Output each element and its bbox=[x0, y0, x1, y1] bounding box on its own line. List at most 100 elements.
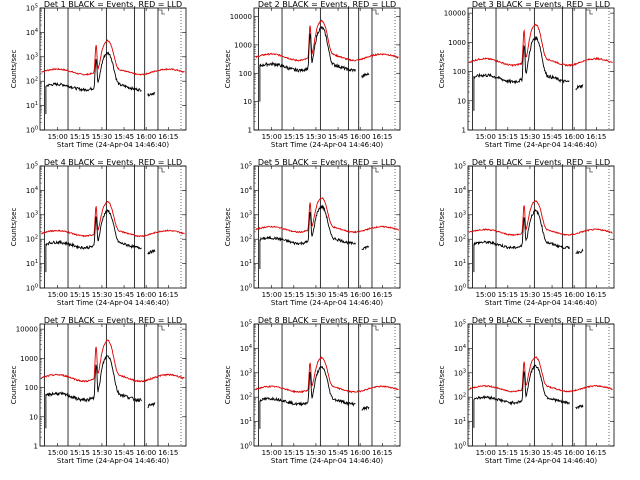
x-tick-label: 15:45 bbox=[328, 133, 348, 141]
x-tick-label: 15:45 bbox=[542, 291, 562, 299]
events-series-line bbox=[45, 51, 142, 115]
y-tick-label: 102 bbox=[454, 393, 466, 402]
events-series-tail bbox=[361, 245, 370, 251]
plot-frame bbox=[253, 7, 401, 131]
panel-title: Det 9 BLACK = Events, RED = LLD bbox=[472, 316, 610, 325]
x-tick-label: 15:00 bbox=[262, 291, 282, 299]
lld-series-line bbox=[255, 197, 399, 234]
x-tick-label: 16:00 bbox=[564, 449, 584, 457]
marker-bracket bbox=[585, 167, 593, 173]
y-tick-label: 105 bbox=[26, 162, 38, 171]
x-tick-label: 15:30 bbox=[306, 449, 326, 457]
y-tick-label: 105 bbox=[240, 320, 252, 329]
x-tick-label: 15:00 bbox=[48, 291, 68, 299]
x-tick-label: 16:00 bbox=[564, 291, 584, 299]
x-tick-label: 15:30 bbox=[92, 449, 112, 457]
x-axis-label: Start Time (24-Apr-04 14:46:40) bbox=[57, 141, 169, 149]
marker-bracket bbox=[371, 325, 379, 331]
panel-title: Det 7 BLACK = Events, RED = LLD bbox=[44, 316, 182, 325]
events-series-tail bbox=[147, 91, 156, 97]
y-axis-label: Counts/sec bbox=[224, 208, 232, 247]
x-tick-label: 15:45 bbox=[542, 449, 562, 457]
lld-series-line bbox=[469, 356, 613, 393]
y-tick-label: 103 bbox=[240, 210, 252, 219]
x-tick-label: 15:30 bbox=[306, 291, 326, 299]
y-tick-label: 101 bbox=[240, 417, 252, 426]
x-tick-label: 16:00 bbox=[136, 133, 156, 141]
plot-frame bbox=[39, 323, 187, 447]
x-tick-label: 15:15 bbox=[498, 133, 518, 141]
lld-series-line bbox=[41, 39, 185, 76]
x-tick-label: 16:15 bbox=[372, 449, 392, 457]
y-axis-label: Counts/sec bbox=[10, 50, 18, 89]
y-tick-label: 103 bbox=[26, 52, 38, 61]
detector-panel-5: Det 5 BLACK = Events, RED = LLD 15:00 15:1… bbox=[224, 158, 401, 307]
x-tick-label: 15:30 bbox=[520, 133, 540, 141]
y-tick-label: 100 bbox=[26, 284, 38, 293]
x-tick-label: 15:00 bbox=[476, 133, 496, 141]
marker-bracket bbox=[157, 167, 165, 173]
plot-frame bbox=[467, 323, 615, 447]
x-tick-label: 16:15 bbox=[586, 133, 606, 141]
x-tick-label: 15:00 bbox=[262, 449, 282, 457]
x-tick-label: 15:00 bbox=[476, 449, 496, 457]
y-tick-label: 10 bbox=[243, 98, 252, 106]
y-tick-label: 100 bbox=[240, 284, 252, 293]
detector-panel-7: Det 7 BLACK = Events, RED = LLD 15:00 15:1… bbox=[10, 316, 187, 465]
y-tick-label: 101 bbox=[240, 259, 252, 268]
marker-bracket bbox=[371, 167, 379, 173]
detector-panel-6: Det 6 BLACK = Events, RED = LLD 15:00 15:1… bbox=[438, 158, 615, 307]
x-tick-label: 15:15 bbox=[284, 291, 304, 299]
y-tick-label: 100 bbox=[454, 442, 466, 451]
x-tick-label: 16:00 bbox=[350, 449, 370, 457]
y-tick-label: 10000 bbox=[230, 13, 252, 21]
x-tick-label: 15:00 bbox=[48, 449, 68, 457]
y-tick-label: 104 bbox=[26, 186, 38, 195]
y-tick-label: 104 bbox=[454, 344, 466, 353]
events-series-line bbox=[45, 354, 142, 429]
x-tick-label: 16:15 bbox=[586, 291, 606, 299]
y-tick-label: 104 bbox=[240, 186, 252, 195]
x-tick-label: 15:15 bbox=[284, 133, 304, 141]
x-tick-label: 16:15 bbox=[586, 449, 606, 457]
y-tick-label: 100 bbox=[240, 442, 252, 451]
marker-bracket bbox=[585, 325, 593, 331]
lld-series-line bbox=[41, 339, 185, 383]
panel-title: Det 2 BLACK = Events, RED = LLD bbox=[258, 0, 396, 9]
plot-frame bbox=[467, 165, 615, 289]
y-tick-label: 100 bbox=[454, 284, 466, 293]
y-tick-label: 103 bbox=[454, 368, 466, 377]
y-tick-label: 105 bbox=[454, 320, 466, 329]
x-tick-label: 15:15 bbox=[70, 133, 90, 141]
events-series-tail bbox=[147, 402, 156, 409]
x-tick-label: 15:30 bbox=[520, 291, 540, 299]
lld-series-line bbox=[469, 23, 613, 68]
x-tick-label: 16:00 bbox=[350, 291, 370, 299]
y-tick-label: 102 bbox=[26, 77, 38, 86]
lld-series-line bbox=[255, 19, 399, 62]
events-series-line bbox=[473, 35, 570, 111]
x-tick-label: 15:15 bbox=[70, 291, 90, 299]
y-tick-label: 103 bbox=[454, 210, 466, 219]
y-tick-label: 1 bbox=[34, 443, 38, 451]
y-axis-label: Counts/sec bbox=[224, 366, 232, 405]
y-tick-label: 1 bbox=[462, 127, 466, 135]
y-axis-label: Counts/sec bbox=[438, 208, 446, 247]
x-tick-label: 15:45 bbox=[114, 133, 134, 141]
y-tick-label: 104 bbox=[454, 186, 466, 195]
plot-frame bbox=[253, 323, 401, 447]
x-tick-label: 15:30 bbox=[306, 133, 326, 141]
panel-title: Det 4 BLACK = Events, RED = LLD bbox=[44, 158, 182, 167]
y-tick-label: 10000 bbox=[444, 10, 466, 18]
detector-panel-1: Det 1 BLACK = Events, RED = LLD 15:00 15:1… bbox=[10, 0, 187, 149]
y-tick-label: 102 bbox=[240, 235, 252, 244]
x-tick-label: 15:00 bbox=[476, 291, 496, 299]
x-tick-label: 15:30 bbox=[92, 133, 112, 141]
x-tick-label: 16:00 bbox=[136, 291, 156, 299]
y-tick-label: 100 bbox=[453, 68, 466, 76]
y-tick-label: 10000 bbox=[16, 326, 38, 334]
marker-bracket bbox=[585, 9, 593, 15]
y-tick-label: 101 bbox=[454, 259, 466, 268]
x-tick-label: 15:15 bbox=[70, 449, 90, 457]
